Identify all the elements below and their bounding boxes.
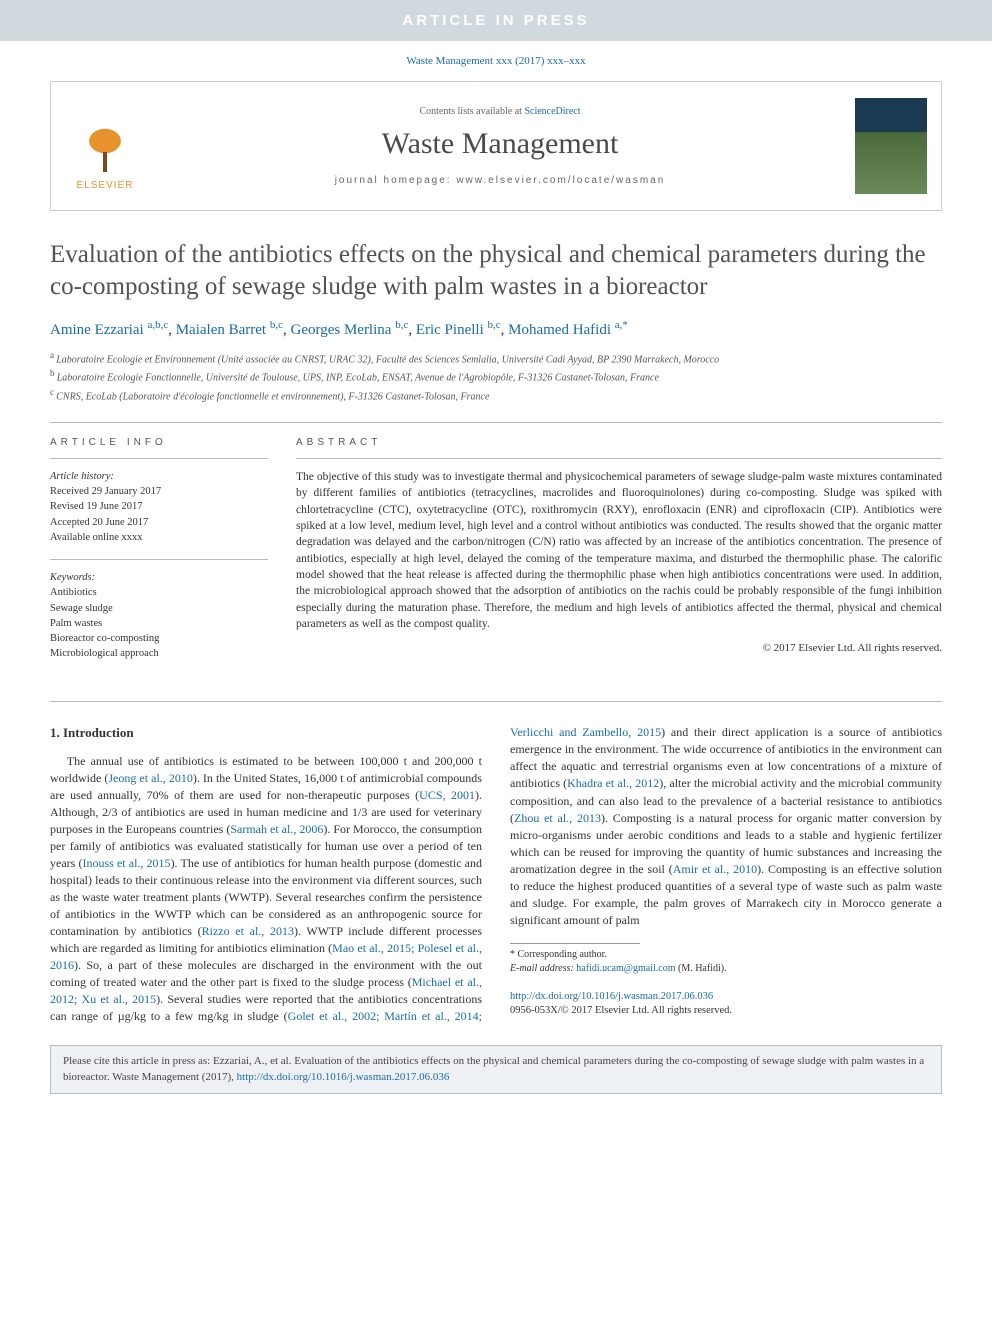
author-list: Amine Ezzariai a,b,c, Maialen Barret b,c… <box>50 319 942 339</box>
author[interactable]: Amine Ezzariai a,b,c <box>50 322 168 338</box>
affiliation-sup: a,b,c <box>147 319 168 331</box>
citation-link[interactable]: Inouss et al., 2015 <box>82 856 170 870</box>
divider <box>296 458 942 459</box>
citation-link[interactable]: Rizzo et al., 2013 <box>202 924 294 938</box>
citation-link[interactable]: Mao <box>332 941 354 955</box>
doi-block: http://dx.doi.org/10.1016/j.wasman.2017.… <box>510 990 942 1019</box>
author[interactable]: Mohamed Hafidi a,* <box>508 322 628 338</box>
abstract-column: ABSTRACT The objective of this study was… <box>296 437 942 675</box>
keyword: Antibiotics <box>50 585 268 600</box>
affiliation-sup: a,* <box>615 319 628 331</box>
article-title: Evaluation of the antibiotics effects on… <box>50 239 942 303</box>
citation-link[interactable]: Khadra et al., 2012 <box>567 776 659 790</box>
divider <box>50 701 942 702</box>
journal-homepage: journal homepage: www.elsevier.com/locat… <box>145 175 855 186</box>
article-info-column: ARTICLE INFO Article history: Received 2… <box>50 437 268 675</box>
elsevier-label: ELSEVIER <box>77 180 134 191</box>
keyword: Sewage sludge <box>50 601 268 616</box>
divider <box>50 559 268 560</box>
divider <box>50 458 268 459</box>
article-info-heading: ARTICLE INFO <box>50 437 268 448</box>
author[interactable]: Eric Pinelli b,c <box>416 322 501 338</box>
elsevier-logo[interactable]: ELSEVIER <box>65 101 145 191</box>
corresponding-author-note: * Corresponding author. E-mail address: … <box>510 948 942 976</box>
affiliation-sup: b,c <box>395 319 408 331</box>
sciencedirect-link[interactable]: ScienceDirect <box>524 106 580 117</box>
body-paragraph: The annual use of antibiotics is estimat… <box>50 724 942 1025</box>
divider <box>50 422 942 423</box>
journal-name: Waste Management <box>145 127 855 161</box>
affiliation-line: c CNRS, EcoLab (Laboratoire d'écologie f… <box>50 386 942 404</box>
citation-link[interactable]: UCS, 2001 <box>419 788 475 802</box>
contents-list-line: Contents lists available at ScienceDirec… <box>145 106 855 117</box>
citation-line: Waste Management xxx (2017) xxx–xxx <box>0 41 992 73</box>
keyword: Microbiological approach <box>50 646 268 661</box>
citation-link[interactable]: Amir et al., 2010 <box>673 862 757 876</box>
keyword: Palm wastes <box>50 616 268 631</box>
affiliations: a Laboratoire Ecologie et Environnement … <box>50 349 942 404</box>
article-history: Article history: Received 29 January 201… <box>50 469 268 545</box>
section-heading: 1. Introduction <box>50 724 482 742</box>
keywords-block: Keywords: AntibioticsSewage sludgePalm w… <box>50 570 268 661</box>
journal-header: ELSEVIER Contents lists available at Sci… <box>50 81 942 211</box>
doi-link[interactable]: http://dx.doi.org/10.1016/j.wasman.2017.… <box>237 1071 450 1083</box>
homepage-url[interactable]: www.elsevier.com/locate/wasman <box>456 175 665 186</box>
citation-link[interactable]: Zhou et al., 2013 <box>514 811 601 825</box>
body-columns: 1. Introduction The annual use of antibi… <box>50 724 942 1025</box>
citation-link[interactable]: Sarmah et al., 2006 <box>230 822 323 836</box>
citation-footer: Please cite this article in press as: Ez… <box>50 1045 942 1094</box>
journal-cover-thumbnail[interactable] <box>855 98 927 194</box>
doi-link[interactable]: http://dx.doi.org/10.1016/j.wasman.2017.… <box>510 990 942 1005</box>
abstract-text: The objective of this study was to inves… <box>296 469 942 632</box>
article-in-press-banner: ARTICLE IN PRESS <box>0 0 992 41</box>
email-link[interactable]: hafidi.ucam@gmail.com <box>576 963 675 974</box>
abstract-heading: ABSTRACT <box>296 437 942 448</box>
author[interactable]: Georges Merlina b,c <box>290 322 408 338</box>
affiliation-line: b Laboratoire Ecologie Fonctionnelle, Un… <box>50 367 942 385</box>
affiliation-line: a Laboratoire Ecologie et Environnement … <box>50 349 942 367</box>
affiliation-sup: b,c <box>487 319 500 331</box>
author[interactable]: Maialen Barret b,c <box>176 322 283 338</box>
keyword: Bioreactor co-composting <box>50 631 268 646</box>
affiliation-sup: b,c <box>270 319 283 331</box>
elsevier-tree-icon <box>75 120 135 180</box>
copyright-line: © 2017 Elsevier Ltd. All rights reserved… <box>296 642 942 654</box>
citation-link[interactable]: Jeong et al., 2010 <box>108 771 192 785</box>
footnote-separator <box>510 943 640 944</box>
